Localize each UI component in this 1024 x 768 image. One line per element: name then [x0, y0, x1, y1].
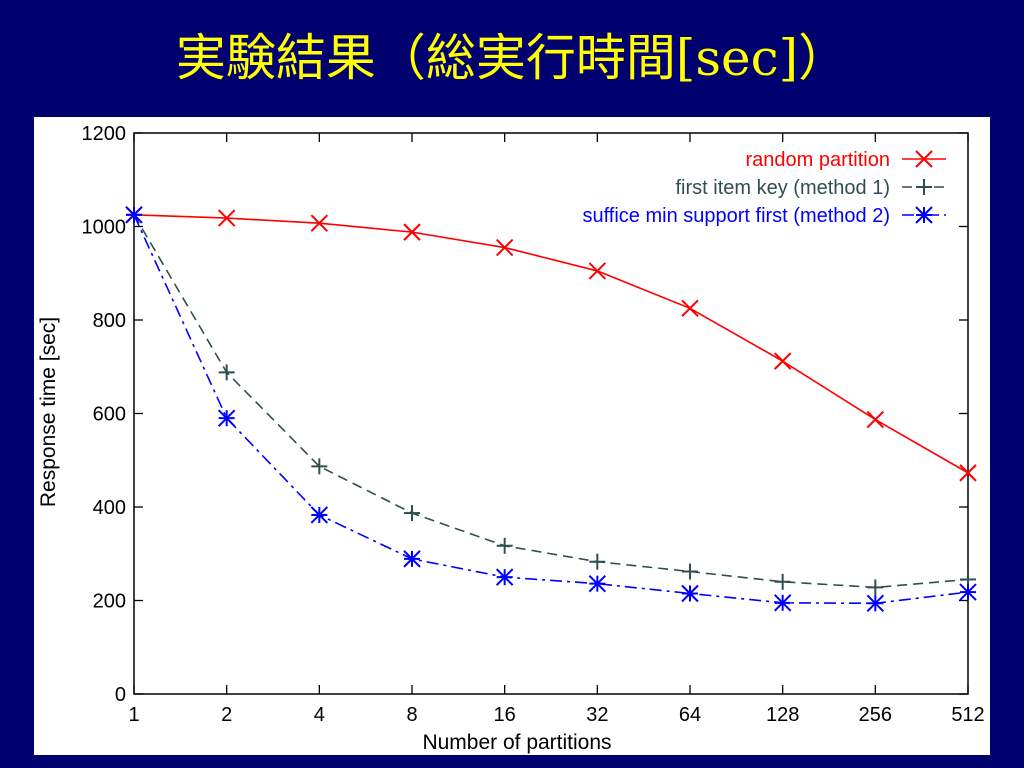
legend-label: first item key (method 1)	[675, 177, 890, 199]
x-tick-label: 4	[314, 704, 325, 726]
data-point	[311, 458, 328, 475]
data-point	[866, 410, 885, 429]
x-tick-label: 2	[221, 704, 232, 726]
x-tick-label: 8	[406, 704, 417, 726]
chart-panel: 0 200 400 600 800 1000 1200 1 2 4 8 16 32 64 128 256 512…	[34, 117, 990, 755]
data-point	[496, 537, 513, 554]
y-tick-label: 0	[115, 684, 126, 706]
data-point	[404, 505, 420, 522]
data-point	[588, 574, 607, 593]
legend-marker	[916, 179, 932, 195]
legend-label: random partition	[745, 149, 890, 171]
data-point	[310, 214, 329, 232]
x-tick-label: 128	[766, 704, 799, 726]
y-tick-label: 1200	[82, 123, 127, 145]
legend-marker	[915, 150, 933, 168]
x-tick-label: 16	[494, 704, 516, 726]
data-point	[217, 409, 236, 427]
x-tick-label: 512	[951, 704, 984, 726]
x-tick-label: 256	[859, 704, 892, 726]
series-line	[133, 214, 969, 474]
y-tick-label: 200	[93, 591, 126, 613]
y-tick-label: 600	[93, 404, 126, 426]
data-point	[867, 579, 884, 596]
series-1	[125, 206, 977, 482]
data-point	[588, 262, 607, 280]
data-point	[682, 563, 698, 580]
legend-label: suffice min support first (method 2)	[582, 205, 890, 227]
data-point	[217, 209, 236, 227]
data-point	[495, 238, 514, 257]
data-point	[125, 206, 143, 224]
chart-legend: random partition first item key (method 1…	[582, 149, 946, 227]
data-point	[495, 568, 514, 586]
y-tick-label: 400	[93, 497, 126, 519]
data-point	[403, 223, 421, 241]
data-point	[773, 594, 792, 612]
data-point	[310, 506, 329, 524]
slide-title: 実験結果（総実行時間[sec]）	[175, 29, 849, 87]
data-point	[589, 553, 606, 570]
x-tick-label: 64	[679, 704, 701, 726]
response-time-line-chart: 0 200 400 600 800 1000 1200 1 2 4 8 16 32 64 128 256 512…	[37, 123, 985, 754]
chart-ticks: 0 200 400 600 800 1000 1200 1 2 4 8 16 32 64 128 256 512	[82, 123, 985, 726]
data-point	[866, 594, 885, 613]
data-point	[774, 573, 791, 590]
chart-series	[125, 206, 977, 613]
legend-marker	[915, 206, 933, 224]
x-tick-label: 1	[128, 704, 139, 726]
series-line	[133, 214, 969, 605]
data-point	[681, 584, 699, 603]
data-point	[959, 583, 977, 601]
data-point	[773, 352, 792, 370]
data-point	[403, 550, 421, 568]
y-tick-label: 800	[93, 310, 126, 332]
x-tick-label: 32	[586, 704, 608, 726]
y-tick-label: 1000	[82, 217, 127, 239]
series-3	[125, 206, 977, 613]
series-2	[126, 206, 976, 596]
data-point	[681, 299, 699, 318]
data-point	[959, 464, 977, 482]
x-axis-label: Number of partitions	[422, 731, 611, 754]
series-line	[133, 214, 969, 589]
data-point	[218, 364, 235, 381]
y-axis-label: Response time [sec]	[37, 317, 60, 507]
